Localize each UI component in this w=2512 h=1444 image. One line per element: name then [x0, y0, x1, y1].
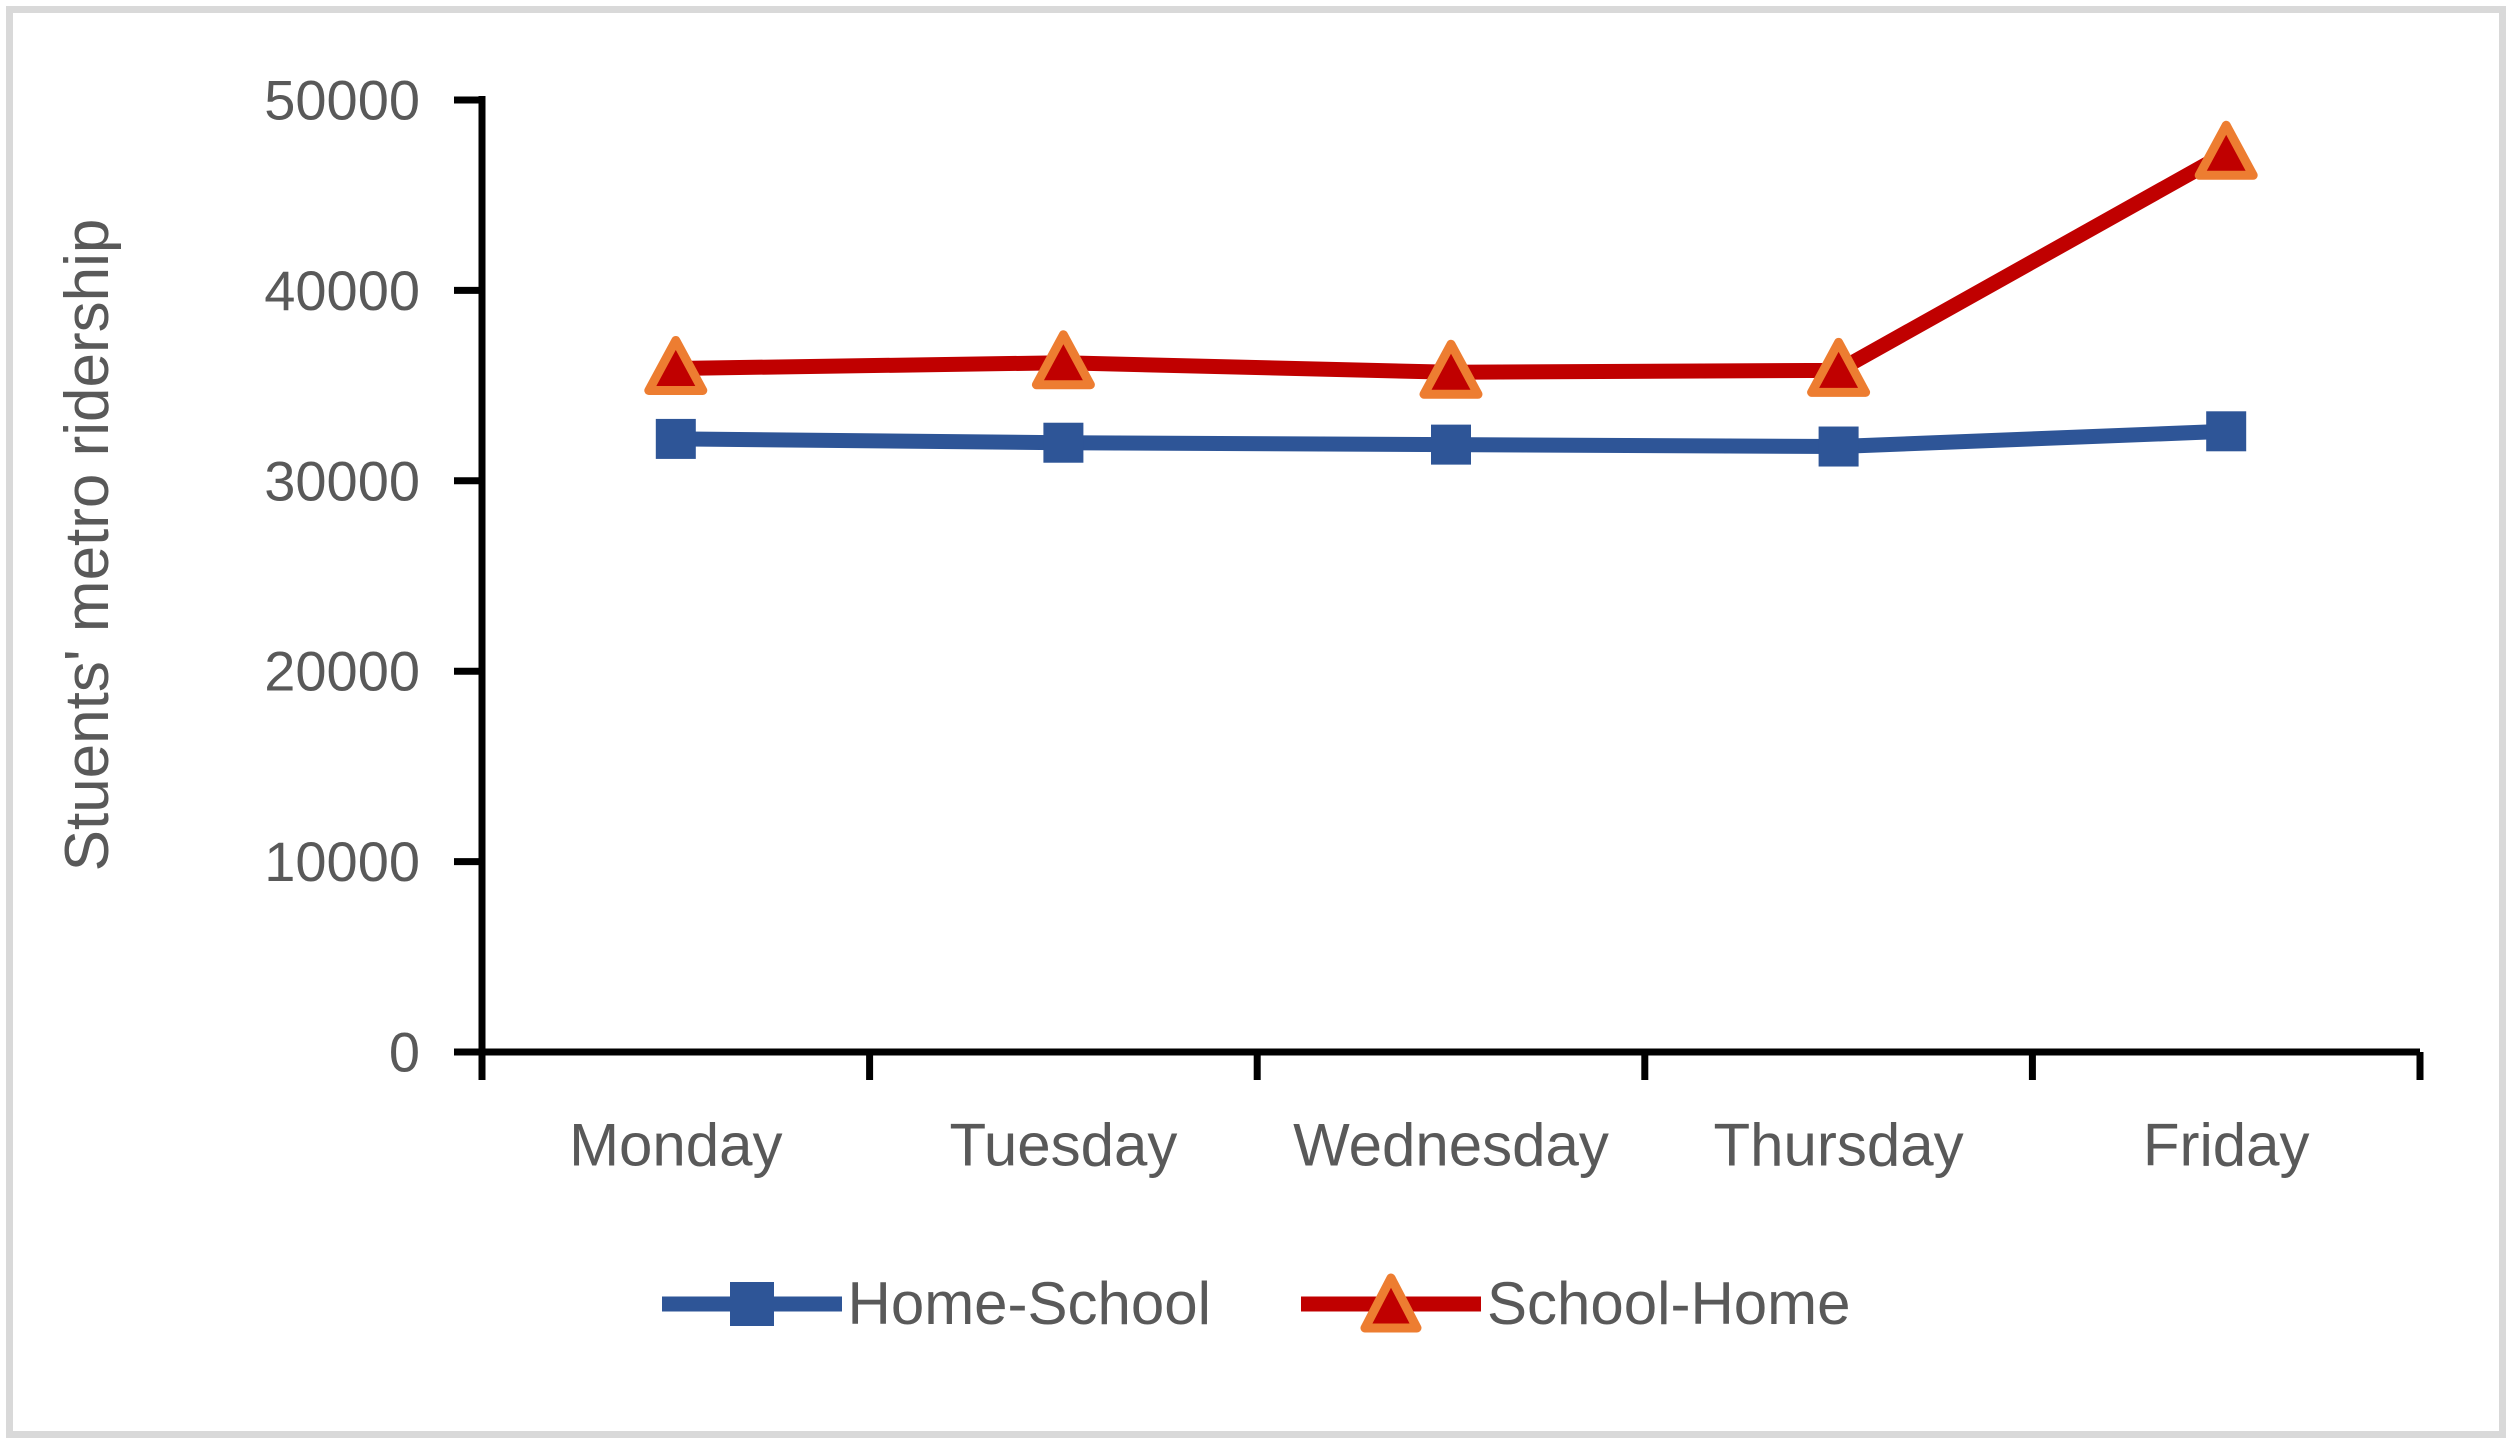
x-tick-label-thursday: Thursday [1714, 1112, 1964, 1179]
legend-label-home-school: Home-School [847, 1270, 1212, 1337]
legend-item-home-school: Home-School [661, 1270, 1212, 1337]
y-tick-label-20000: 20000 [264, 640, 420, 703]
marker-home-school-wednesday [1431, 424, 1471, 465]
legend-item-school-home: School-Home [1301, 1272, 1851, 1336]
marker-school-home-wednesday [1419, 339, 1483, 399]
legend-marker-home-school-icon [661, 1282, 842, 1326]
y-tick-label-0: 0 [389, 1021, 420, 1084]
axes [478, 96, 2420, 1056]
y-tick-label-50000: 50000 [264, 69, 420, 132]
marker-home-school-thursday [1818, 426, 1859, 467]
x-tick-label-wednesday: Wednesday [1293, 1112, 1609, 1179]
marker-home-school-tuesday [1043, 422, 1084, 463]
marker-home-school-friday [2206, 411, 2247, 452]
marker-school-home-monday [644, 335, 708, 395]
marker-home-school-monday [655, 418, 696, 459]
series-line-school-home [675, 146, 2230, 380]
y-tick-label-40000: 40000 [264, 259, 420, 322]
chart-frame [6, 6, 2506, 1438]
legend-marker-school-home-icon [1301, 1273, 1481, 1333]
y-tick-label-30000: 30000 [264, 449, 420, 512]
y-axis-title: Stuents' metro ridership [53, 219, 122, 872]
marker-school-home-tuesday [1031, 330, 1095, 390]
y-tick-label-10000: 10000 [264, 830, 420, 893]
x-tick-label-tuesday: Tuesday [949, 1112, 1177, 1179]
axis-labels: 0 10000 20000 30000 40000 50000 Monday Tuesday W… [264, 69, 2309, 1179]
x-tick-label-monday: Monday [569, 1112, 782, 1179]
series-group [644, 120, 2258, 467]
marker-school-home-friday [2194, 120, 2258, 180]
legend-label-school-home: School-Home [1487, 1270, 1851, 1337]
legend: Home-School School-Home [0, 1272, 2512, 1336]
axis-ticks [454, 96, 2424, 1080]
x-tick-label-friday: Friday [2143, 1112, 2310, 1179]
marker-school-home-thursday [1807, 337, 1871, 397]
